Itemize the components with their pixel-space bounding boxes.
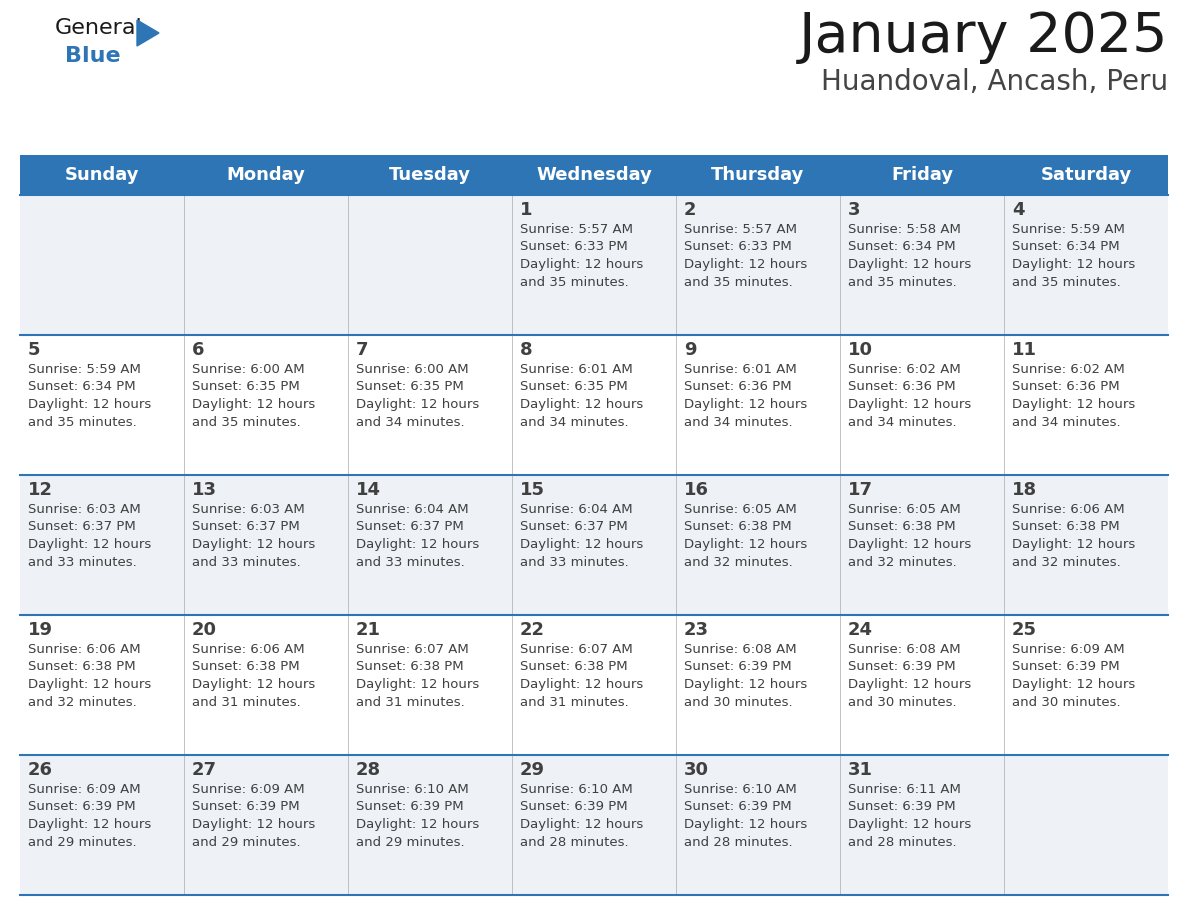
Text: Sunrise: 6:10 AM
Sunset: 6:39 PM
Daylight: 12 hours
and 28 minutes.: Sunrise: 6:10 AM Sunset: 6:39 PM Dayligh…: [684, 783, 808, 848]
Text: Sunrise: 6:09 AM
Sunset: 6:39 PM
Daylight: 12 hours
and 29 minutes.: Sunrise: 6:09 AM Sunset: 6:39 PM Dayligh…: [29, 783, 151, 848]
Text: 2: 2: [684, 201, 696, 219]
Text: 18: 18: [1012, 481, 1037, 499]
Text: Sunrise: 5:59 AM
Sunset: 6:34 PM
Daylight: 12 hours
and 35 minutes.: Sunrise: 5:59 AM Sunset: 6:34 PM Dayligh…: [29, 363, 151, 429]
Text: 21: 21: [356, 621, 381, 639]
Text: Sunrise: 6:00 AM
Sunset: 6:35 PM
Daylight: 12 hours
and 34 minutes.: Sunrise: 6:00 AM Sunset: 6:35 PM Dayligh…: [356, 363, 479, 429]
Text: Sunrise: 6:05 AM
Sunset: 6:38 PM
Daylight: 12 hours
and 32 minutes.: Sunrise: 6:05 AM Sunset: 6:38 PM Dayligh…: [684, 503, 808, 568]
Text: Sunrise: 6:10 AM
Sunset: 6:39 PM
Daylight: 12 hours
and 28 minutes.: Sunrise: 6:10 AM Sunset: 6:39 PM Dayligh…: [520, 783, 643, 848]
Text: Sunrise: 6:09 AM
Sunset: 6:39 PM
Daylight: 12 hours
and 29 minutes.: Sunrise: 6:09 AM Sunset: 6:39 PM Dayligh…: [192, 783, 315, 848]
Text: Sunrise: 6:03 AM
Sunset: 6:37 PM
Daylight: 12 hours
and 33 minutes.: Sunrise: 6:03 AM Sunset: 6:37 PM Dayligh…: [192, 503, 315, 568]
Text: 24: 24: [848, 621, 873, 639]
Text: 20: 20: [192, 621, 217, 639]
Text: Sunday: Sunday: [65, 166, 139, 184]
Text: 28: 28: [356, 761, 381, 779]
Text: Sunrise: 5:57 AM
Sunset: 6:33 PM
Daylight: 12 hours
and 35 minutes.: Sunrise: 5:57 AM Sunset: 6:33 PM Dayligh…: [520, 223, 643, 288]
Text: Sunrise: 6:01 AM
Sunset: 6:35 PM
Daylight: 12 hours
and 34 minutes.: Sunrise: 6:01 AM Sunset: 6:35 PM Dayligh…: [520, 363, 643, 429]
Text: 4: 4: [1012, 201, 1024, 219]
Text: Sunrise: 6:08 AM
Sunset: 6:39 PM
Daylight: 12 hours
and 30 minutes.: Sunrise: 6:08 AM Sunset: 6:39 PM Dayligh…: [848, 643, 972, 709]
Text: Sunrise: 6:07 AM
Sunset: 6:38 PM
Daylight: 12 hours
and 31 minutes.: Sunrise: 6:07 AM Sunset: 6:38 PM Dayligh…: [520, 643, 643, 709]
Text: 16: 16: [684, 481, 709, 499]
Text: Wednesday: Wednesday: [536, 166, 652, 184]
Text: 13: 13: [192, 481, 217, 499]
Text: Sunrise: 6:04 AM
Sunset: 6:37 PM
Daylight: 12 hours
and 33 minutes.: Sunrise: 6:04 AM Sunset: 6:37 PM Dayligh…: [356, 503, 479, 568]
Text: General: General: [55, 18, 143, 38]
Polygon shape: [137, 20, 159, 46]
Text: 10: 10: [848, 341, 873, 359]
Text: 31: 31: [848, 761, 873, 779]
Text: 1: 1: [520, 201, 532, 219]
Bar: [20, 755, 1168, 895]
Text: Monday: Monday: [227, 166, 305, 184]
Text: 12: 12: [29, 481, 53, 499]
Text: 14: 14: [356, 481, 381, 499]
Text: Tuesday: Tuesday: [388, 166, 470, 184]
Bar: [20, 335, 1168, 475]
Text: 3: 3: [848, 201, 860, 219]
Text: 7: 7: [356, 341, 368, 359]
Text: Sunrise: 6:01 AM
Sunset: 6:36 PM
Daylight: 12 hours
and 34 minutes.: Sunrise: 6:01 AM Sunset: 6:36 PM Dayligh…: [684, 363, 808, 429]
Text: Huandoval, Ancash, Peru: Huandoval, Ancash, Peru: [821, 68, 1168, 96]
Text: Sunrise: 6:08 AM
Sunset: 6:39 PM
Daylight: 12 hours
and 30 minutes.: Sunrise: 6:08 AM Sunset: 6:39 PM Dayligh…: [684, 643, 808, 709]
Text: 22: 22: [520, 621, 545, 639]
Text: Sunrise: 6:10 AM
Sunset: 6:39 PM
Daylight: 12 hours
and 29 minutes.: Sunrise: 6:10 AM Sunset: 6:39 PM Dayligh…: [356, 783, 479, 848]
Bar: [20, 615, 1168, 755]
Bar: [20, 475, 1168, 615]
Text: Saturday: Saturday: [1041, 166, 1132, 184]
Bar: [20, 155, 1168, 195]
Text: 29: 29: [520, 761, 545, 779]
Text: Sunrise: 6:03 AM
Sunset: 6:37 PM
Daylight: 12 hours
and 33 minutes.: Sunrise: 6:03 AM Sunset: 6:37 PM Dayligh…: [29, 503, 151, 568]
Text: 19: 19: [29, 621, 53, 639]
Text: 17: 17: [848, 481, 873, 499]
Text: Sunrise: 6:11 AM
Sunset: 6:39 PM
Daylight: 12 hours
and 28 minutes.: Sunrise: 6:11 AM Sunset: 6:39 PM Dayligh…: [848, 783, 972, 848]
Text: 9: 9: [684, 341, 696, 359]
Text: 6: 6: [192, 341, 204, 359]
Text: 11: 11: [1012, 341, 1037, 359]
Text: 27: 27: [192, 761, 217, 779]
Text: Sunrise: 6:06 AM
Sunset: 6:38 PM
Daylight: 12 hours
and 31 minutes.: Sunrise: 6:06 AM Sunset: 6:38 PM Dayligh…: [192, 643, 315, 709]
Text: Blue: Blue: [65, 46, 121, 66]
Text: Sunrise: 5:58 AM
Sunset: 6:34 PM
Daylight: 12 hours
and 35 minutes.: Sunrise: 5:58 AM Sunset: 6:34 PM Dayligh…: [848, 223, 972, 288]
Text: 30: 30: [684, 761, 709, 779]
Text: Sunrise: 6:04 AM
Sunset: 6:37 PM
Daylight: 12 hours
and 33 minutes.: Sunrise: 6:04 AM Sunset: 6:37 PM Dayligh…: [520, 503, 643, 568]
Text: 25: 25: [1012, 621, 1037, 639]
Text: Sunrise: 6:00 AM
Sunset: 6:35 PM
Daylight: 12 hours
and 35 minutes.: Sunrise: 6:00 AM Sunset: 6:35 PM Dayligh…: [192, 363, 315, 429]
Text: Sunrise: 6:09 AM
Sunset: 6:39 PM
Daylight: 12 hours
and 30 minutes.: Sunrise: 6:09 AM Sunset: 6:39 PM Dayligh…: [1012, 643, 1136, 709]
Text: Sunrise: 6:05 AM
Sunset: 6:38 PM
Daylight: 12 hours
and 32 minutes.: Sunrise: 6:05 AM Sunset: 6:38 PM Dayligh…: [848, 503, 972, 568]
Text: January 2025: January 2025: [798, 10, 1168, 64]
Text: Thursday: Thursday: [712, 166, 804, 184]
Text: 8: 8: [520, 341, 532, 359]
Bar: [20, 195, 1168, 335]
Text: Sunrise: 5:57 AM
Sunset: 6:33 PM
Daylight: 12 hours
and 35 minutes.: Sunrise: 5:57 AM Sunset: 6:33 PM Dayligh…: [684, 223, 808, 288]
Text: Sunrise: 6:02 AM
Sunset: 6:36 PM
Daylight: 12 hours
and 34 minutes.: Sunrise: 6:02 AM Sunset: 6:36 PM Dayligh…: [1012, 363, 1136, 429]
Text: 26: 26: [29, 761, 53, 779]
Text: Sunrise: 5:59 AM
Sunset: 6:34 PM
Daylight: 12 hours
and 35 minutes.: Sunrise: 5:59 AM Sunset: 6:34 PM Dayligh…: [1012, 223, 1136, 288]
Text: Sunrise: 6:06 AM
Sunset: 6:38 PM
Daylight: 12 hours
and 32 minutes.: Sunrise: 6:06 AM Sunset: 6:38 PM Dayligh…: [29, 643, 151, 709]
Text: Sunrise: 6:07 AM
Sunset: 6:38 PM
Daylight: 12 hours
and 31 minutes.: Sunrise: 6:07 AM Sunset: 6:38 PM Dayligh…: [356, 643, 479, 709]
Text: 23: 23: [684, 621, 709, 639]
Text: 15: 15: [520, 481, 545, 499]
Text: Sunrise: 6:02 AM
Sunset: 6:36 PM
Daylight: 12 hours
and 34 minutes.: Sunrise: 6:02 AM Sunset: 6:36 PM Dayligh…: [848, 363, 972, 429]
Text: Friday: Friday: [891, 166, 953, 184]
Text: Sunrise: 6:06 AM
Sunset: 6:38 PM
Daylight: 12 hours
and 32 minutes.: Sunrise: 6:06 AM Sunset: 6:38 PM Dayligh…: [1012, 503, 1136, 568]
Text: 5: 5: [29, 341, 40, 359]
